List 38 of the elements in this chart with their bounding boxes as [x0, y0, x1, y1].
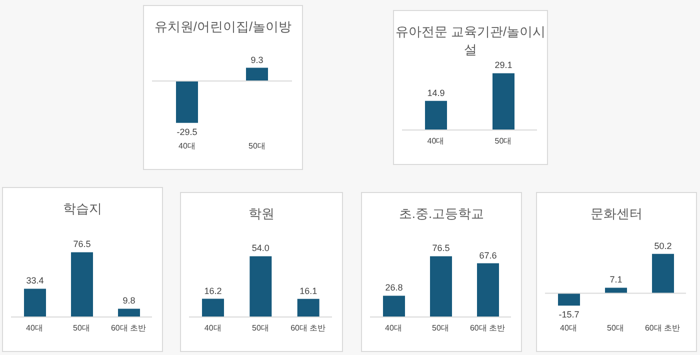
chart-title: 유치원/어린이집/놀이방 [153, 18, 293, 36]
data-label: 7.1 [610, 274, 622, 285]
x-tick-label: 50대 [494, 136, 512, 146]
x-tick-label: 40대 [178, 142, 196, 151]
x-tick-label: 60대 초반 [470, 324, 506, 333]
data-label: 14.9 [427, 88, 445, 98]
chart-title: 학원 [248, 205, 276, 223]
x-tick-label: 50대 [248, 142, 266, 151]
data-label: 16.2 [204, 286, 222, 296]
data-label: 67.6 [479, 250, 497, 260]
chart-title: 초.중.고등학교 [398, 205, 486, 223]
data-label: 54.0 [252, 243, 270, 254]
x-tick-label: 50대 [607, 324, 624, 333]
data-label: 9.3 [250, 54, 264, 65]
chart-title: 문화센터 [590, 205, 644, 223]
data-label: 16.1 [300, 286, 318, 296]
x-tick-label: 40대 [385, 324, 402, 333]
data-label: 76.5 [432, 243, 450, 254]
x-tick-label: 60대 초반 [290, 324, 326, 333]
x-tick-label: 40대 [204, 324, 222, 333]
x-tick-label: 60대 초반 [110, 324, 146, 333]
data-label: 26.8 [385, 282, 403, 293]
data-label: 33.4 [26, 276, 44, 286]
data-label: 29.1 [494, 60, 512, 70]
data-label: 50.2 [654, 240, 672, 251]
x-tick-label: 40대 [26, 324, 43, 333]
x-tick-label: 60대 초반 [644, 324, 680, 333]
data-label: 9.8 [122, 296, 136, 306]
x-tick-label: 50대 [73, 324, 90, 333]
chart-title: 유아전문 교육기관/놀이시설 [394, 23, 547, 57]
x-tick-label: 50대 [252, 324, 269, 333]
data-label: -15.7 [558, 310, 580, 320]
x-tick-label: 40대 [427, 136, 444, 146]
data-label: 76.5 [73, 239, 91, 250]
data-label: -29.5 [176, 126, 198, 137]
chart-title: 학습지 [62, 200, 103, 218]
x-tick-label: 50대 [432, 324, 449, 333]
x-tick-label: 40대 [560, 324, 577, 333]
